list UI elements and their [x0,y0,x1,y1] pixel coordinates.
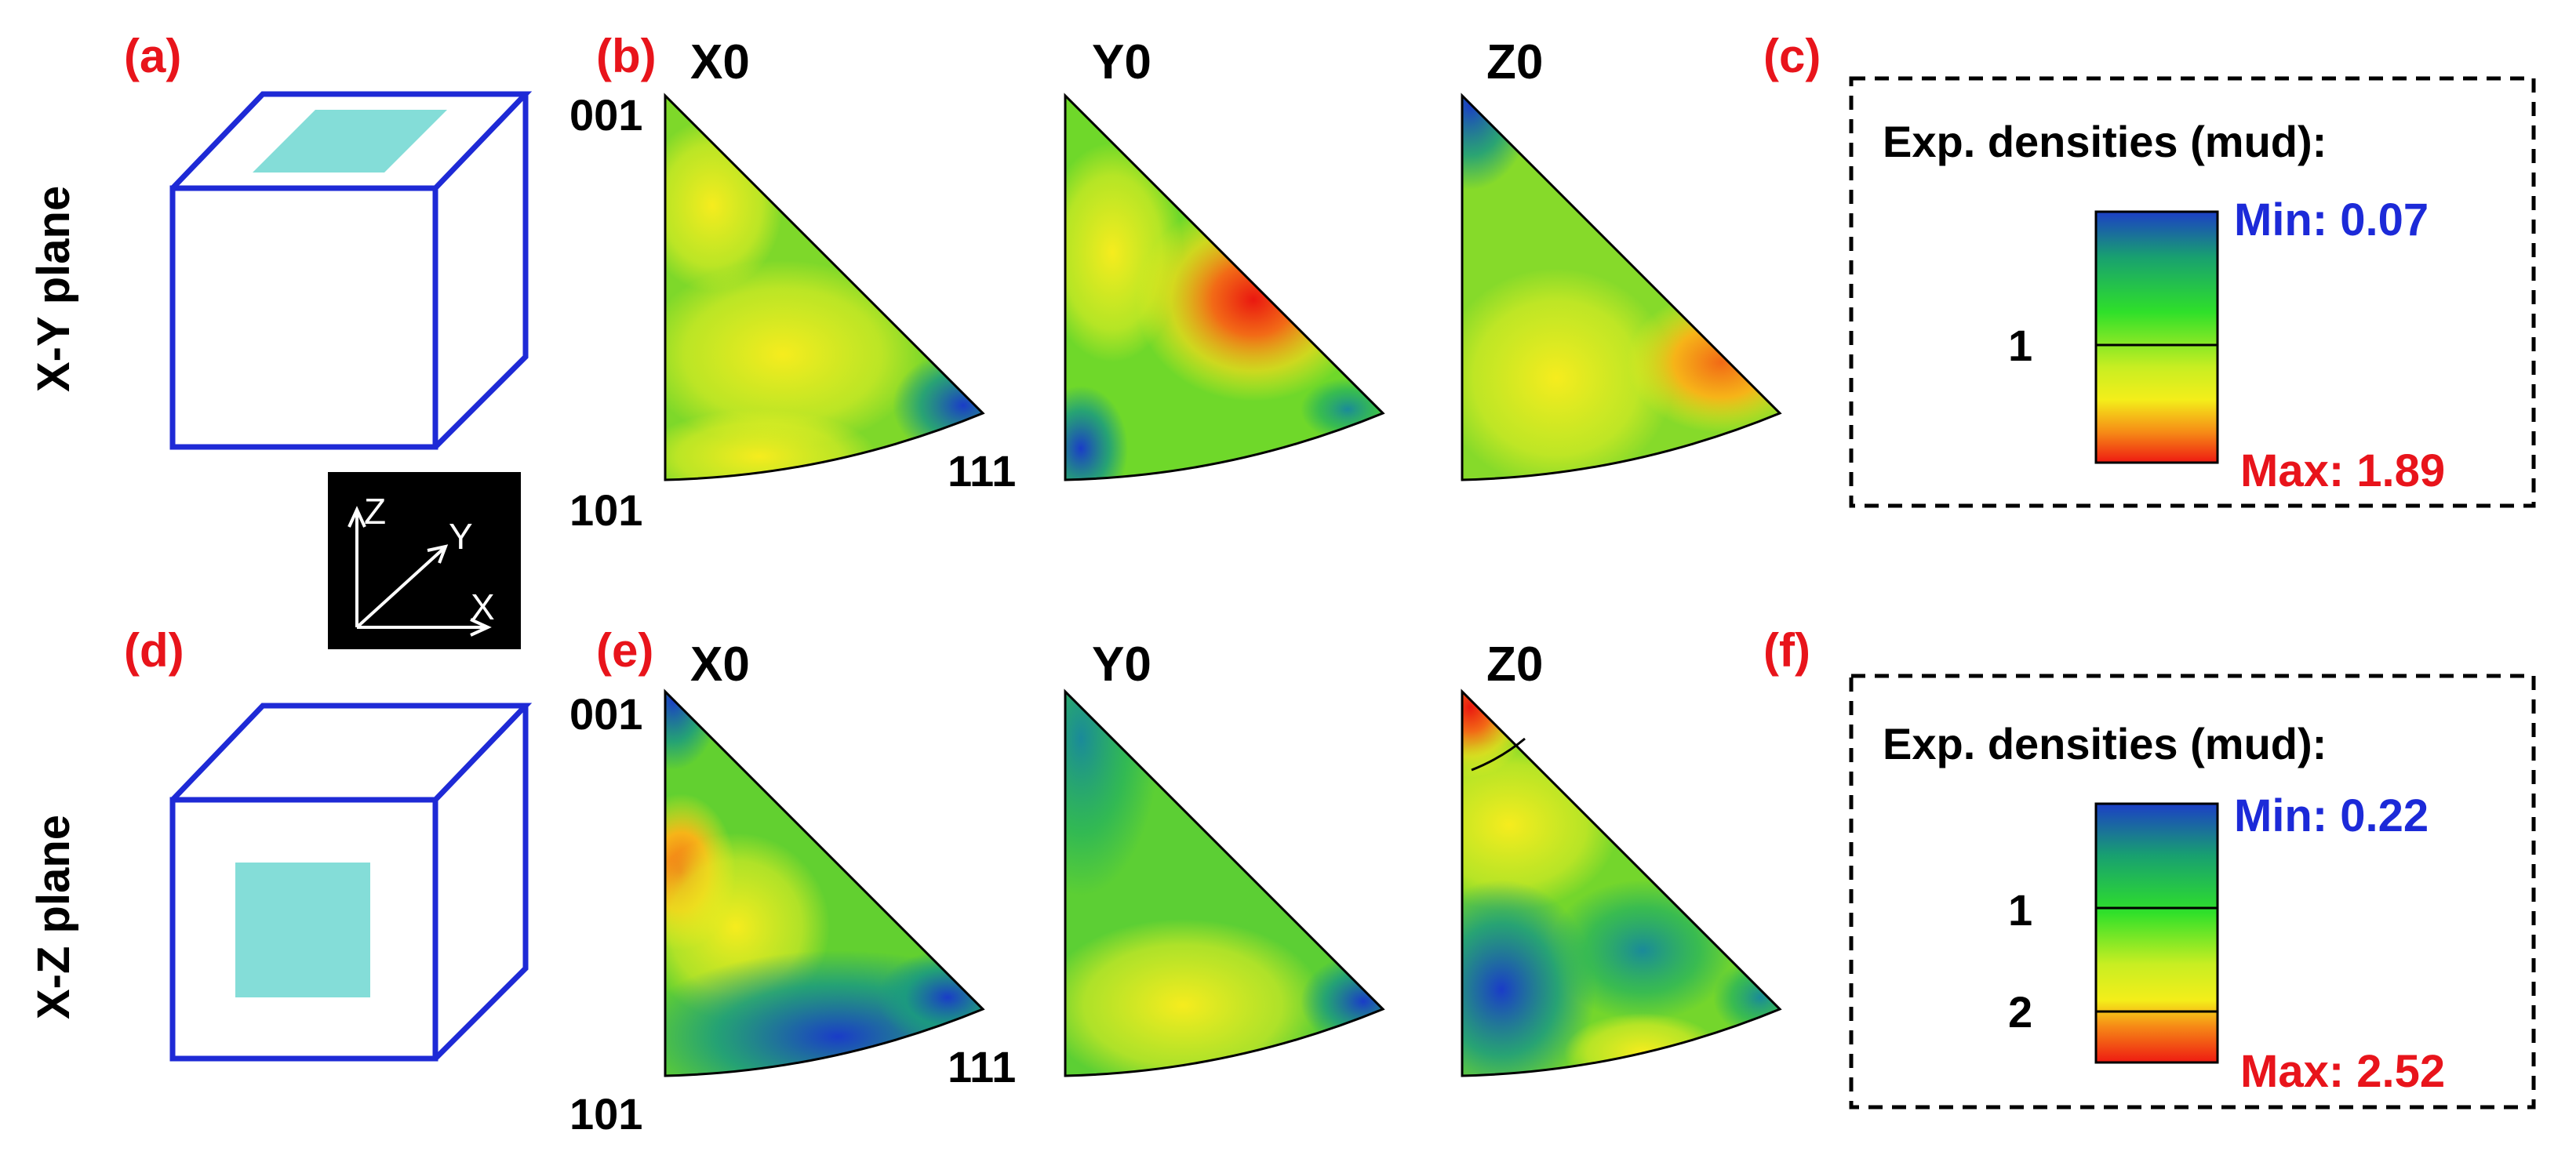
corner-label-111-bottom: 111 [948,1042,1016,1091]
panel-label-a: (a) [124,30,181,82]
legend-xz: Exp. densities (mud): 1 2 Min: 0.22 Max:… [1849,674,2536,1110]
legend-tick-xy-1: 1 [2008,321,2032,370]
ipf-map-xy-x0 [664,93,985,481]
map-title-y0-bottom: Y0 [1092,637,1152,692]
ipf-map-xz-z0 [1461,688,1782,1077]
cube-top-face-highlight [253,110,447,173]
legend-xy: Exp. densities (mud): 1 Min: 0.07 Max: 1… [1849,76,2536,508]
corner-label-001-top: 001 [569,90,642,140]
corner-label-101-top: 101 [569,485,642,535]
legend-min-xz: Min: 0.22 [2234,790,2429,841]
side-label-xy: X-Y plane [28,186,79,392]
map-title-y0-top: Y0 [1092,35,1152,89]
legend-title-xy: Exp. densities (mud): [1883,117,2327,166]
corner-label-001-bottom: 001 [569,689,642,739]
panel-label-b: (b) [596,30,657,82]
cube-front-face-highlight [235,863,370,997]
axis-y-label: Y [449,516,473,557]
panel-label-f: (f) [1763,624,1810,677]
map-title-x0-bottom: X0 [690,637,750,692]
corner-label-111-top: 111 [948,446,1016,496]
ipf-map-xy-z0 [1461,93,1782,481]
ipf-map-xy-y0 [1064,93,1385,481]
cube-xy [169,91,533,450]
cube-xz [169,703,533,1062]
row-xz: (d) (e) (f) X-Z plane X0 Y0 Z0 001 101 1… [28,624,2536,1139]
axis-x-label: X [471,587,495,627]
axes-inset: Z Y X [328,472,521,649]
legend-title-xz: Exp. densities (mud): [1883,719,2327,768]
ipf-map-xz-y0 [1064,688,1385,1077]
legend-max-xy: Max: 1.89 [2240,445,2445,496]
axis-z-label: Z [364,491,386,532]
side-label-xz: X-Z plane [28,815,79,1019]
color-scale-xz [2094,802,2219,1064]
color-scale-xy [2094,210,2219,464]
map-title-x0-top: X0 [690,35,750,89]
panel-label-c: (c) [1763,30,1821,82]
panel-label-d: (d) [124,624,184,677]
map-title-z0-top: Z0 [1486,35,1543,89]
legend-max-xz: Max: 2.52 [2240,1046,2445,1097]
corner-label-101-bottom: 101 [569,1089,642,1139]
legend-tick-xz-1: 1 [2008,885,2032,935]
row-xy: (a) (b) (c) X-Y plane Z Y X [28,30,2536,649]
map-title-z0-bottom: Z0 [1486,637,1543,692]
legend-min-xy: Min: 0.07 [2234,194,2429,245]
panel-label-e: (e) [596,624,653,677]
legend-tick-xz-2: 2 [2008,987,2032,1037]
